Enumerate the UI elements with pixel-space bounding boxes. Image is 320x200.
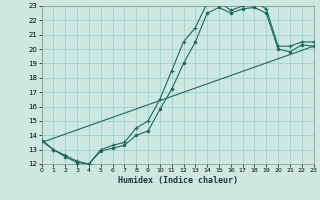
X-axis label: Humidex (Indice chaleur): Humidex (Indice chaleur)	[118, 176, 237, 185]
